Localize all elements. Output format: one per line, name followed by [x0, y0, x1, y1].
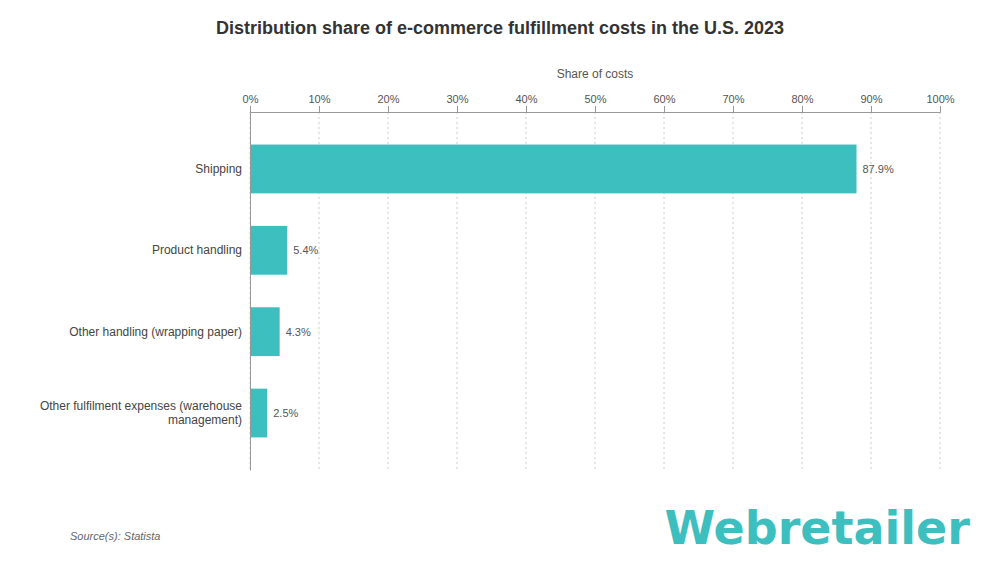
x-tick-label: 80% — [791, 93, 813, 105]
y-axis: Shipping Product handling Other handling (… — [40, 113, 251, 471]
x-tick-mark — [250, 106, 251, 112]
data-labels: 87.9% 5.4% 4.3% 2.5% — [273, 163, 894, 419]
x-tick: 10% — [308, 93, 330, 112]
x-tick-mark — [388, 106, 389, 112]
y-tick-label: Shipping — [195, 162, 242, 176]
y-tick-label-line: management) — [168, 413, 242, 427]
chart: Distribution share of e-commerce fulfill… — [0, 0, 1000, 562]
bar — [250, 226, 287, 275]
x-tick-mark — [595, 106, 596, 112]
x-tick-label: 100% — [926, 93, 954, 105]
y-tick-label: Other handling (wrapping paper) — [69, 325, 242, 339]
x-tick-label: 30% — [446, 93, 468, 105]
x-tick: 90% — [860, 93, 882, 112]
x-tick-label: 60% — [653, 93, 675, 105]
x-axis: 0% 10% 20% 30% 40% 50% 60% 70% 80% 90% 100% — [243, 93, 955, 113]
plot: 0% 10% 20% 30% 40% 50% 60% 70% 80% 90% 100% Share o… — [40, 67, 955, 471]
grid-line — [940, 112, 941, 470]
x-tick: 20% — [377, 93, 399, 112]
data-label: 87.9% — [863, 163, 894, 175]
x-tick-mark — [733, 106, 734, 112]
source-note: Source(s): Statista — [70, 530, 160, 542]
data-label: 4.3% — [286, 326, 311, 338]
x-tick: 0% — [243, 93, 259, 112]
x-tick-mark — [940, 106, 941, 112]
x-tick: 50% — [584, 93, 606, 112]
y-tick: Other fulfilment expenses (warehousemana… — [40, 399, 242, 427]
data-label: 2.5% — [273, 407, 298, 419]
bar — [250, 389, 267, 438]
x-tick-mark — [457, 106, 458, 112]
y-tick-label-line: Other fulfilment expenses (warehouse — [40, 399, 242, 413]
x-tick-mark — [871, 106, 872, 112]
bar — [250, 307, 280, 356]
x-tick-label: 40% — [515, 93, 537, 105]
y-tick: Shipping — [195, 162, 242, 176]
y-tick: Other handling (wrapping paper) — [69, 325, 242, 339]
y-axis-line — [250, 113, 251, 471]
x-tick: 100% — [926, 93, 954, 112]
y-tick-label: Product handling — [152, 243, 242, 257]
x-tick: 30% — [446, 93, 468, 112]
x-tick-mark — [526, 106, 527, 112]
y-tick-label: Other fulfilment expenses (warehousemana… — [40, 399, 242, 427]
grid-line — [250, 112, 251, 470]
x-tick-label: 70% — [722, 93, 744, 105]
grid — [250, 112, 940, 470]
x-tick: 60% — [653, 93, 675, 112]
x-tick-label: 20% — [377, 93, 399, 105]
y-tick-label-line: Shipping — [195, 162, 242, 176]
title: Distribution share of e-commerce fulfill… — [216, 18, 784, 38]
x-tick-label: 10% — [308, 93, 330, 105]
y-tick-label-line: Product handling — [152, 243, 242, 257]
x-tick-label: 0% — [243, 93, 259, 105]
x-tick-mark — [319, 106, 320, 112]
y-tick-label-line: Other handling (wrapping paper) — [69, 325, 242, 339]
x-axis-line — [251, 106, 941, 113]
y-tick: Product handling — [152, 243, 242, 257]
x-tick-label: 50% — [584, 93, 606, 105]
x-tick: 80% — [791, 93, 813, 112]
x-axis-title: Share of costs — [557, 67, 634, 81]
bar — [250, 145, 857, 194]
x-tick-mark — [664, 106, 665, 112]
x-tick-label: 90% — [860, 93, 882, 105]
bars — [250, 145, 857, 438]
watermark: Webretailer — [664, 501, 970, 555]
x-tick: 70% — [722, 93, 744, 112]
data-label: 5.4% — [293, 244, 318, 256]
x-tick: 40% — [515, 93, 537, 112]
x-tick-mark — [802, 106, 803, 112]
